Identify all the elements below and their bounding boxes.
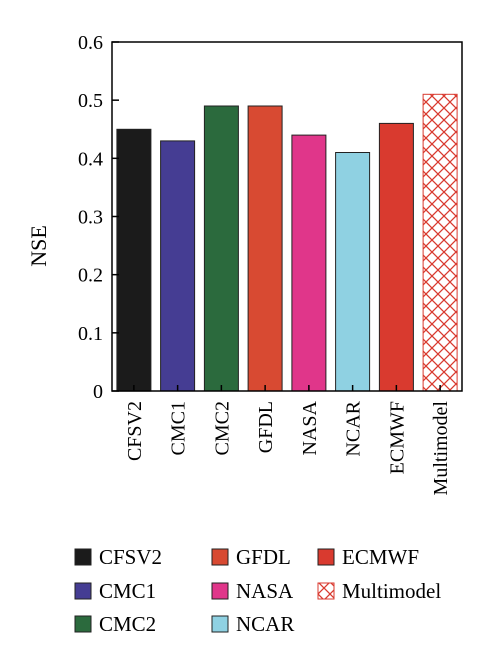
legend-label: CMC2 bbox=[99, 612, 156, 636]
legend-swatch bbox=[74, 582, 92, 600]
legend-label: GFDL bbox=[236, 545, 291, 569]
bar-multimodel bbox=[422, 93, 458, 392]
bar-ecmwf bbox=[378, 122, 414, 392]
x-tick-label: NCAR bbox=[343, 400, 365, 456]
legend-swatch bbox=[317, 582, 335, 600]
legend-label: Multimodel bbox=[342, 579, 441, 603]
legend-label: NASA bbox=[236, 579, 294, 603]
legend: CFSV2 CMC1 CMC2 GFDL NASA NCAR ECMWF Multimodel bbox=[74, 545, 441, 636]
bar-ncar bbox=[335, 152, 371, 392]
legend-swatch bbox=[211, 582, 229, 600]
legend-swatch bbox=[211, 548, 229, 566]
y-tick-label: 0.5 bbox=[78, 90, 103, 112]
legend-label: NCAR bbox=[236, 612, 294, 636]
legend-item: ECMWF bbox=[317, 545, 419, 569]
legend-swatch bbox=[211, 615, 229, 633]
bar-cfsv2 bbox=[116, 128, 152, 392]
legend-swatch bbox=[74, 615, 92, 633]
legend-item: NCAR bbox=[211, 612, 294, 636]
y-axis-label: NSE bbox=[26, 225, 51, 267]
legend-label: CMC1 bbox=[99, 579, 156, 603]
legend-item: Multimodel bbox=[317, 579, 441, 603]
x-tick-label: GFDL bbox=[255, 401, 277, 453]
y-tick-label: 0.2 bbox=[78, 265, 103, 287]
y-tick-label: 0 bbox=[93, 381, 103, 403]
bar-cmc2 bbox=[203, 105, 239, 392]
y-axis-ticks: 0 0.1 0.2 0.3 0.4 0.5 0.6 bbox=[78, 32, 119, 403]
bar-nasa bbox=[291, 134, 327, 392]
x-tick-label: CMC2 bbox=[211, 401, 233, 455]
x-tick-label: CMC1 bbox=[168, 401, 190, 455]
x-tick-label: CFSV2 bbox=[124, 401, 146, 461]
bar-cmc1 bbox=[160, 140, 196, 392]
legend-item: NASA bbox=[211, 579, 294, 603]
legend-item: CMC1 bbox=[74, 579, 156, 603]
y-tick-label: 0.4 bbox=[78, 148, 103, 170]
legend-label: ECMWF bbox=[342, 545, 419, 569]
bar-gfdl bbox=[247, 105, 283, 392]
legend-label: CFSV2 bbox=[99, 545, 162, 569]
legend-swatch bbox=[74, 548, 92, 566]
y-tick-label: 0.6 bbox=[78, 32, 103, 54]
x-axis-ticks: CFSV2 CMC1 CMC2 GFDL NASA NCAR ECMWF Multimodel bbox=[124, 385, 452, 495]
legend-item: CFSV2 bbox=[74, 545, 162, 569]
legend-item: GFDL bbox=[211, 545, 291, 569]
x-tick-label: Multimodel bbox=[430, 401, 452, 496]
legend-item: CMC2 bbox=[74, 612, 156, 636]
x-tick-label: ECMWF bbox=[386, 401, 408, 474]
x-tick-label: NASA bbox=[299, 400, 321, 455]
bars-group bbox=[116, 93, 458, 392]
y-tick-label: 0.3 bbox=[78, 207, 103, 229]
legend-swatch bbox=[317, 548, 335, 566]
y-tick-label: 0.1 bbox=[78, 323, 103, 345]
